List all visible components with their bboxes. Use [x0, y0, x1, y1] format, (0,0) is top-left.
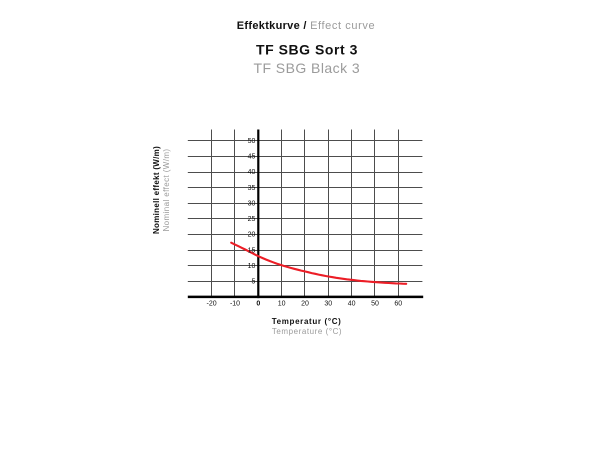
svg-text:TF SBG Sort 3: TF SBG Sort 3 — [256, 42, 358, 58]
svg-text:Nominal effect (W/m): Nominal effect (W/m) — [162, 149, 171, 232]
svg-text:20: 20 — [301, 300, 309, 307]
svg-text:5: 5 — [251, 279, 255, 286]
svg-text:25: 25 — [248, 216, 256, 223]
svg-text:TF SBG Black 3: TF SBG Black 3 — [253, 60, 360, 76]
svg-text:-10: -10 — [230, 300, 240, 307]
svg-text:10: 10 — [278, 300, 286, 307]
svg-text:30: 30 — [324, 300, 332, 307]
svg-text:Effektkurve / Effect curve: Effektkurve / Effect curve — [237, 20, 375, 32]
svg-text:-20: -20 — [207, 300, 217, 307]
svg-text:30: 30 — [248, 201, 256, 208]
svg-text:20: 20 — [248, 232, 256, 239]
svg-text:Nominell effekt (W/m): Nominell effekt (W/m) — [152, 146, 161, 234]
svg-text:40: 40 — [348, 300, 356, 307]
svg-text:35: 35 — [248, 185, 256, 192]
svg-text:15: 15 — [248, 247, 256, 254]
svg-text:50: 50 — [371, 300, 379, 307]
svg-text:45: 45 — [248, 154, 256, 161]
svg-text:0: 0 — [256, 300, 260, 307]
svg-text:40: 40 — [248, 169, 256, 176]
svg-text:Temperature (°C): Temperature (°C) — [272, 327, 342, 336]
svg-text:60: 60 — [394, 300, 402, 307]
svg-text:Temperatur (°C): Temperatur (°C) — [272, 317, 342, 326]
svg-text:50: 50 — [248, 138, 256, 145]
svg-text:10: 10 — [248, 263, 256, 270]
